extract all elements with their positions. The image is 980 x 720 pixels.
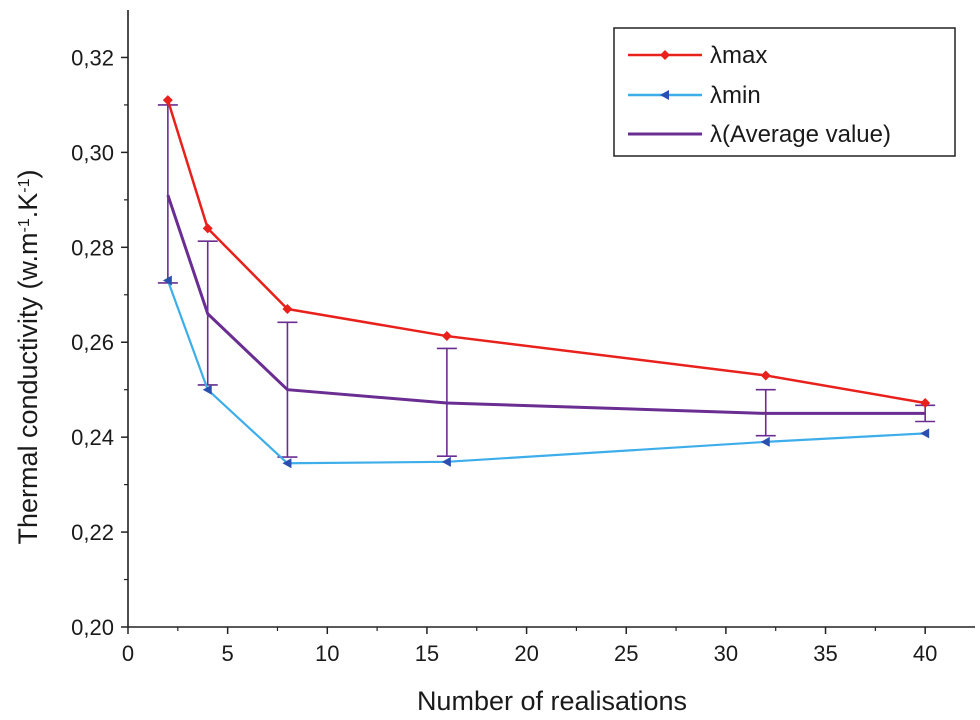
axes-frame — [127, 10, 975, 628]
legend-label-max: λmax — [710, 42, 767, 69]
data-point-max — [920, 397, 931, 408]
y-tick-label: 0,30 — [71, 140, 114, 165]
y-tick-label: 0,32 — [71, 45, 114, 70]
legend-label-min: λmin — [710, 82, 761, 109]
y-axis-title-mid: .K — [13, 193, 43, 219]
series-line — [166, 99, 926, 405]
x-tick-label: 30 — [714, 641, 738, 666]
x-axis-title: Number of realisations — [417, 686, 687, 716]
legend-label-avg: λ(Average value) — [710, 121, 891, 148]
x-tick-label: 40 — [913, 641, 937, 666]
y-tick-label: 0,28 — [71, 235, 114, 260]
data-point-min — [202, 384, 212, 395]
legend-marker-min — [660, 90, 669, 100]
x-tick-label: 5 — [222, 641, 234, 666]
data-point-max — [162, 95, 173, 106]
x-tick-label: 20 — [514, 641, 538, 666]
y-axis-title-sup1: -1 — [16, 218, 33, 232]
series-line — [166, 194, 926, 415]
legend-marker-max — [660, 50, 670, 60]
y-axis: 0,20 0,22 0,24 0,26 0,28 0,30 0,32 — [71, 45, 128, 640]
error-bar — [157, 104, 178, 284]
plot-series — [157, 95, 936, 469]
data-point-max — [760, 370, 771, 381]
data-point-min — [282, 458, 292, 469]
data-point-min — [441, 456, 451, 467]
x-tick-label: 10 — [315, 641, 339, 666]
data-point-min — [162, 275, 172, 286]
data-point-max — [202, 223, 213, 234]
legend-entry-avg: λ(Average value) — [628, 121, 891, 148]
x-tick-label: 15 — [415, 641, 439, 666]
legend: λmax λmin λ(Average value) — [613, 27, 956, 157]
x-tick-label: 25 — [614, 641, 638, 666]
y-axis-title: Thermal conductivity (w.m-1.K-1) — [13, 169, 43, 544]
y-tick-label: 0,22 — [71, 520, 114, 545]
y-axis-title-end: ) — [13, 169, 43, 178]
data-point-min — [760, 436, 770, 447]
y-axis-title-base: Thermal conductivity (w.m — [13, 232, 43, 544]
data-point-min — [920, 428, 930, 439]
y-tick-label: 0,20 — [71, 615, 114, 640]
x-tick-label: 0 — [122, 641, 134, 666]
y-tick-label: 0,26 — [71, 330, 114, 355]
x-tick-label: 35 — [813, 641, 837, 666]
data-point-max — [441, 331, 452, 342]
legend-entry-max: λmax — [628, 42, 767, 69]
y-axis-title-sup2: -1 — [16, 178, 33, 192]
y-tick-label: 0,24 — [71, 425, 114, 450]
x-axis: 0 5 10 15 20 25 30 35 40 — [122, 627, 937, 666]
legend-entry-min: λmin — [628, 82, 761, 109]
data-point-max — [282, 304, 293, 315]
series-line — [166, 280, 926, 465]
